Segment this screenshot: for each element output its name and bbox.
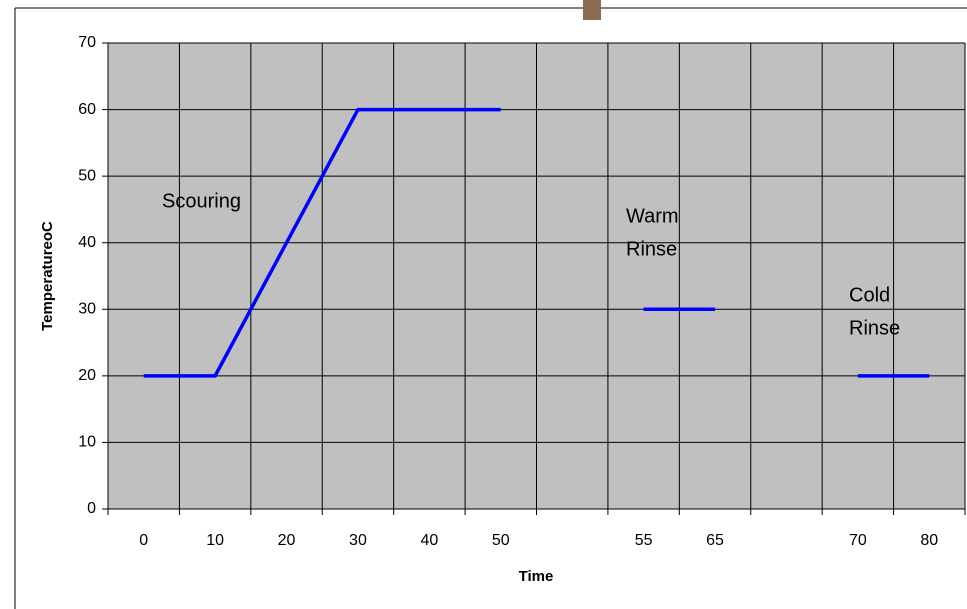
series-line — [143, 107, 930, 378]
y-tick-label: 30 — [78, 301, 96, 318]
y-tick-label: 20 — [78, 367, 96, 384]
annotation: Cold — [849, 284, 890, 306]
x-tick-label: 50 — [492, 532, 510, 549]
x-tick-label: 70 — [849, 532, 867, 549]
annotation: Warm — [626, 205, 679, 227]
y-tick-label: 0 — [87, 500, 96, 517]
y-tick-label: 60 — [78, 101, 96, 118]
y-tick-label: 50 — [78, 167, 96, 184]
x-tick-label: 80 — [920, 532, 938, 549]
annotation: Rinse — [626, 238, 677, 260]
x-axis-label: Time — [519, 568, 554, 585]
y-tick-label: 40 — [78, 234, 96, 251]
annotation: Scouring — [162, 190, 241, 212]
y-tick-label: 70 — [78, 34, 96, 51]
y-tick-label: 10 — [78, 434, 96, 451]
x-tick-label: 0 — [139, 532, 148, 549]
x-tick-label: 10 — [206, 532, 224, 549]
x-tick-label: 40 — [420, 532, 438, 549]
x-tick-label: 30 — [349, 532, 367, 549]
decoration — [583, 0, 601, 20]
x-tick-label: 20 — [278, 532, 296, 549]
annotation: Rinse — [849, 317, 900, 339]
x-tick-label: 55 — [635, 532, 653, 549]
x-tick-label: 65 — [706, 532, 724, 549]
y-axis-label: TemperatureoC — [39, 221, 56, 331]
